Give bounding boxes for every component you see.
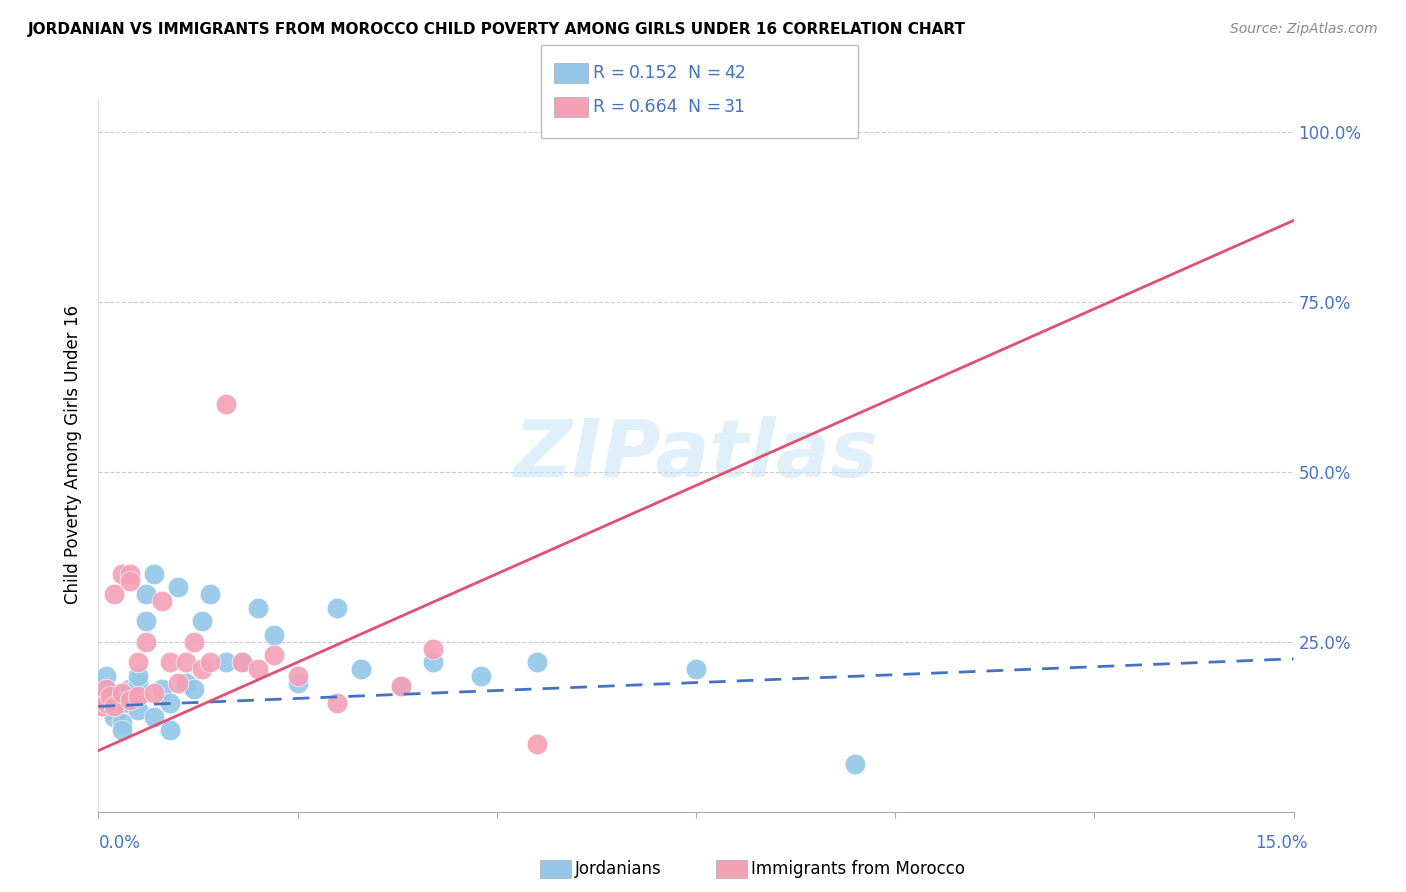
Point — [844, 757, 866, 772]
Point — [422, 655, 444, 669]
Point — [389, 679, 412, 693]
Point — [120, 686, 142, 700]
Point — [135, 587, 157, 601]
Point — [127, 675, 149, 690]
Point — [103, 699, 125, 714]
Point — [198, 587, 221, 601]
Text: 42: 42 — [724, 64, 747, 82]
Point — [191, 615, 214, 629]
Text: Immigrants from Morocco: Immigrants from Morocco — [751, 860, 965, 878]
Point — [111, 696, 134, 710]
Point — [326, 600, 349, 615]
Point — [215, 655, 238, 669]
Point — [120, 682, 142, 697]
Point — [111, 686, 134, 700]
Text: 15.0%: 15.0% — [1256, 834, 1308, 852]
Point — [120, 696, 142, 710]
Point — [143, 686, 166, 700]
Point — [231, 655, 253, 669]
Point — [526, 737, 548, 751]
Point — [231, 655, 253, 669]
Text: ZIPatlas: ZIPatlas — [513, 416, 879, 494]
Point — [526, 655, 548, 669]
Point — [96, 682, 118, 697]
Point — [422, 641, 444, 656]
Point — [470, 669, 492, 683]
Point — [100, 696, 122, 710]
Point — [263, 628, 285, 642]
Text: R =: R = — [593, 98, 631, 116]
Point — [135, 615, 157, 629]
Text: 0.0%: 0.0% — [98, 834, 141, 852]
Point — [120, 574, 142, 588]
Point — [246, 600, 269, 615]
Point — [127, 689, 149, 703]
Point — [263, 648, 285, 663]
Point — [120, 692, 142, 706]
Text: Jordanians: Jordanians — [575, 860, 662, 878]
Point — [127, 689, 149, 703]
Point — [215, 397, 238, 411]
Text: R =: R = — [593, 64, 631, 82]
Point — [100, 689, 122, 703]
Point — [159, 723, 181, 738]
Point — [159, 655, 181, 669]
Point — [159, 696, 181, 710]
Text: 0.152: 0.152 — [628, 64, 678, 82]
Point — [150, 594, 173, 608]
Point — [174, 655, 197, 669]
Point — [183, 682, 205, 697]
Point — [96, 696, 118, 710]
Text: JORDANIAN VS IMMIGRANTS FROM MOROCCO CHILD POVERTY AMONG GIRLS UNDER 16 CORRELAT: JORDANIAN VS IMMIGRANTS FROM MOROCCO CHI… — [28, 22, 966, 37]
Point — [91, 699, 114, 714]
Point — [96, 682, 118, 697]
Y-axis label: Child Poverty Among Girls Under 16: Child Poverty Among Girls Under 16 — [65, 305, 83, 605]
Text: 0.664: 0.664 — [628, 98, 678, 116]
Point — [389, 679, 412, 693]
Point — [143, 709, 166, 723]
Point — [91, 699, 114, 714]
Point — [127, 703, 149, 717]
Text: N =: N = — [688, 64, 727, 82]
Point — [167, 675, 190, 690]
Point — [96, 669, 118, 683]
Point — [246, 662, 269, 676]
Point — [103, 689, 125, 703]
Point — [198, 655, 221, 669]
Point — [127, 655, 149, 669]
Point — [350, 662, 373, 676]
Point — [287, 675, 309, 690]
Point — [685, 662, 707, 676]
Point — [143, 566, 166, 581]
Text: N =: N = — [688, 98, 727, 116]
Point — [111, 566, 134, 581]
Point — [287, 669, 309, 683]
Point — [174, 675, 197, 690]
Point — [167, 581, 190, 595]
Point — [120, 566, 142, 581]
Point — [111, 723, 134, 738]
Point — [150, 682, 173, 697]
Point — [326, 696, 349, 710]
Point — [135, 635, 157, 649]
Point — [127, 669, 149, 683]
Text: 31: 31 — [724, 98, 747, 116]
Text: Source: ZipAtlas.com: Source: ZipAtlas.com — [1230, 22, 1378, 37]
Point — [103, 587, 125, 601]
Point — [191, 662, 214, 676]
Point — [103, 703, 125, 717]
Point — [183, 635, 205, 649]
Point — [111, 716, 134, 731]
Point — [103, 709, 125, 723]
